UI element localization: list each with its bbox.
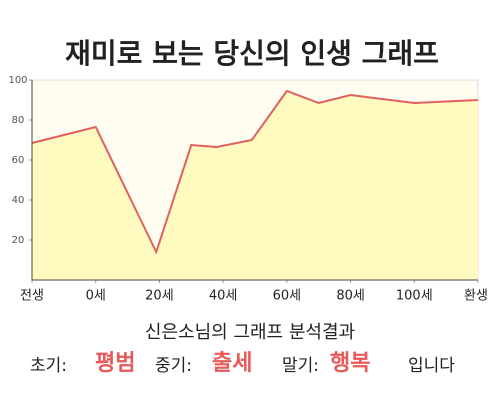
y-tick-label: 40 [12,195,25,206]
x-tick-label: 80세 [336,289,365,304]
area [32,91,478,280]
y-tick-label: 80 [12,115,25,126]
result-label: 말기: [282,356,319,376]
result-label: 초기: [30,356,67,376]
result-value: 평범 [95,351,135,376]
x-tick-label: 환생 [464,289,488,304]
x-tick-label: 0세 [86,289,106,304]
chart-title: 재미로 보는 당신의 인생 그래프 [65,37,439,70]
result-label: 중기: [155,356,192,376]
y-tick-label: 20 [12,235,25,246]
x-tick-label: 100세 [396,289,433,304]
x-tick-label: 40세 [209,289,238,304]
result-value: 행복 [330,351,370,376]
result-ending: 입니다 [408,356,455,376]
x-tick-label: 20세 [145,289,174,304]
y-tick-label: 60 [12,155,25,166]
x-tick-label: 60세 [273,289,302,304]
result-value: 출세 [212,351,252,376]
y-tick-label: 100 [8,75,27,86]
x-tick-label: 전생 [20,289,44,304]
line [31,89,479,255]
result-title: 신은소님의 그래프 분석결과 [145,322,355,343]
